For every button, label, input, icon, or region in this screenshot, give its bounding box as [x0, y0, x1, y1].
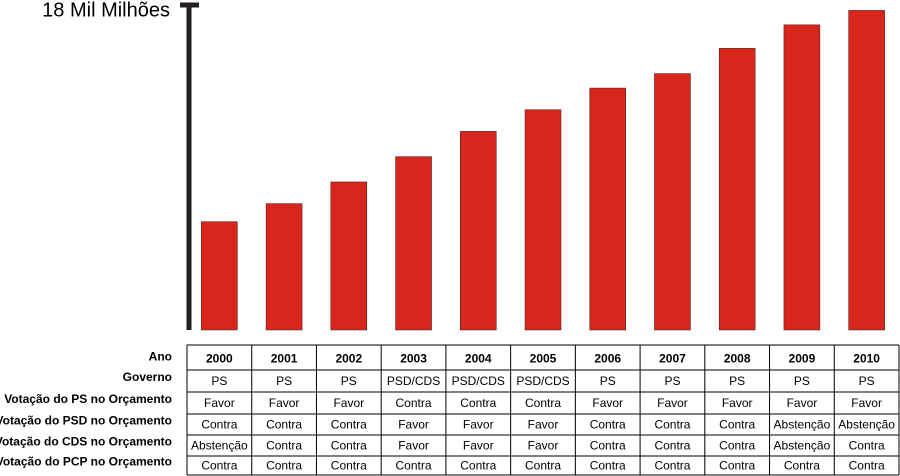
- bar: [524, 109, 562, 331]
- bar: [589, 87, 626, 331]
- y-tick-label: 18 Mil Milhões: [42, 0, 170, 21]
- year-cell: 2003: [400, 352, 427, 366]
- table-cell: PS: [600, 374, 616, 388]
- table-cell: Contra: [719, 418, 755, 432]
- table-cell: Contra: [525, 459, 561, 473]
- bar: [718, 48, 756, 331]
- table-cell: Contra: [201, 459, 237, 473]
- table-cell: Contra: [719, 459, 755, 473]
- year-cell: 2002: [335, 352, 362, 366]
- table-cell: Abstenção: [838, 418, 895, 432]
- bar: [848, 10, 885, 331]
- table-cell: PSD/CDS: [387, 374, 440, 388]
- table-cell: PS: [211, 374, 227, 388]
- year-cell: 2005: [530, 352, 557, 366]
- year-cell: 2010: [853, 352, 880, 366]
- table-cell: Favor: [528, 439, 559, 453]
- table-cell: Abstenção: [774, 418, 831, 432]
- table-cell: PS: [664, 374, 680, 388]
- table-cell: Contra: [654, 418, 690, 432]
- year-cell: 2007: [659, 352, 686, 366]
- row-label: Votação do PSD no Orçamento: [0, 414, 172, 428]
- table-cell: Contra: [201, 418, 237, 432]
- table-cell: Contra: [396, 459, 432, 473]
- table-cell: Favor: [398, 418, 429, 432]
- year-cell: 2009: [789, 352, 816, 366]
- table-cell: PS: [729, 374, 745, 388]
- table-cell: Contra: [525, 396, 561, 410]
- table-cell: Favor: [463, 418, 494, 432]
- table-cell: Contra: [590, 459, 626, 473]
- table-cell: Favor: [592, 396, 623, 410]
- table-cell: Contra: [590, 418, 626, 432]
- bar: [265, 203, 303, 331]
- table-cell: Favor: [528, 418, 559, 432]
- bar: [395, 156, 432, 331]
- table-cell: Contra: [396, 396, 432, 410]
- year-cell: 2004: [465, 352, 492, 366]
- table-cell: Contra: [331, 418, 367, 432]
- row-label: Ano: [149, 350, 172, 364]
- table-cell: Contra: [331, 459, 367, 473]
- table-cell: Favor: [333, 396, 364, 410]
- table-cell: Favor: [787, 396, 818, 410]
- table-cell: Favor: [463, 439, 494, 453]
- table-cell: PSD/CDS: [516, 374, 569, 388]
- year-cell: 2006: [594, 352, 621, 366]
- year-cell: 2001: [271, 352, 298, 366]
- bar: [460, 131, 497, 331]
- year-cell: 2008: [724, 352, 751, 366]
- bar: [201, 221, 238, 331]
- table-cell: Contra: [849, 439, 885, 453]
- table-cell: Favor: [722, 396, 753, 410]
- row-label: Votação do PCP no Orçamento: [0, 455, 172, 469]
- table-cell: PS: [859, 374, 875, 388]
- table-cell: Favor: [398, 439, 429, 453]
- row-label: Governo: [123, 370, 172, 384]
- table-cell: Contra: [266, 459, 302, 473]
- row-label: Votação do PS no Orçamento: [4, 392, 172, 406]
- year-cell: 2000: [206, 352, 233, 366]
- table-cell: Contra: [654, 459, 690, 473]
- bar: [330, 181, 368, 331]
- table-cell: Favor: [204, 396, 235, 410]
- table-cell: Contra: [266, 439, 302, 453]
- table-cell: Contra: [719, 439, 755, 453]
- bar: [654, 73, 691, 331]
- table-cell: Favor: [269, 396, 300, 410]
- table-cell: Contra: [590, 439, 626, 453]
- table-cell: PS: [341, 374, 357, 388]
- table-cell: Contra: [460, 396, 496, 410]
- table-cell: Abstenção: [774, 439, 831, 453]
- table-cell: Favor: [657, 396, 688, 410]
- table-cell: PSD/CDS: [452, 374, 505, 388]
- table-cell: PS: [276, 374, 292, 388]
- table-cell: Abstenção: [191, 439, 248, 453]
- table-cell: Contra: [784, 459, 820, 473]
- bar: [783, 24, 821, 331]
- table-cell: Contra: [266, 418, 302, 432]
- table-cell: Contra: [331, 439, 367, 453]
- table-cell: Favor: [851, 396, 882, 410]
- table-cell: Contra: [849, 459, 885, 473]
- table-cell: PS: [794, 374, 810, 388]
- table-cell: Contra: [460, 459, 496, 473]
- table-cell: Contra: [654, 439, 690, 453]
- row-label: Votação do CDS no Orçamento: [0, 435, 172, 449]
